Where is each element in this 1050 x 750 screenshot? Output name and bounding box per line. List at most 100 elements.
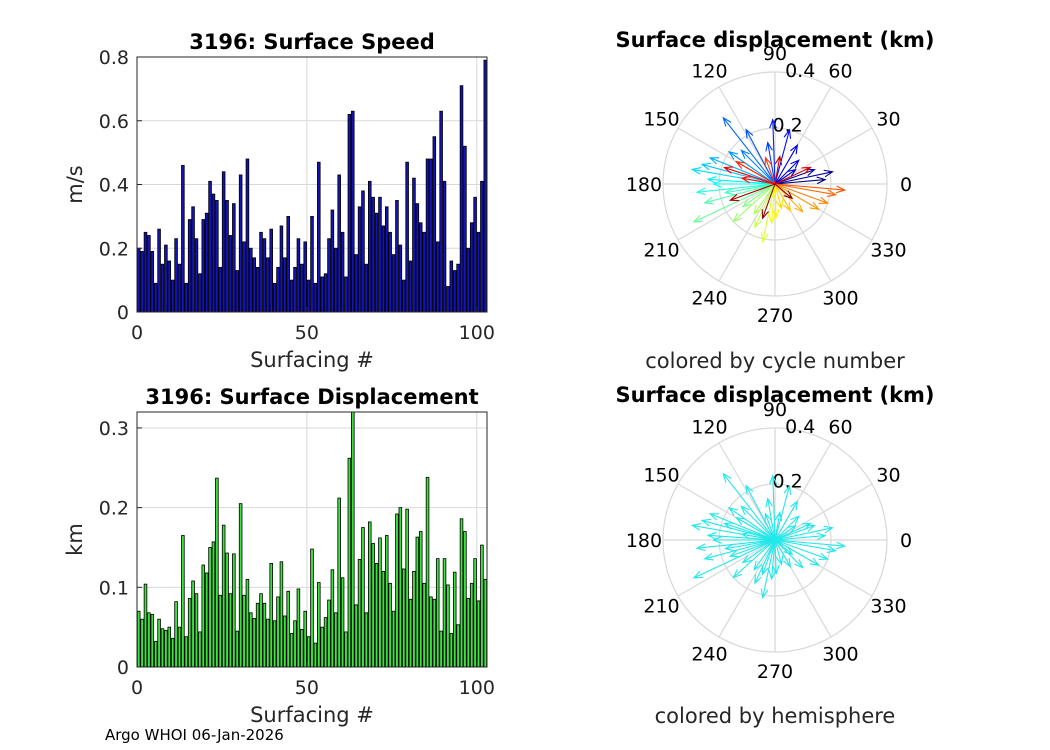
bar — [320, 626, 324, 668]
bar — [279, 561, 284, 668]
angle-label: 210 — [643, 596, 679, 618]
chart-title: Surface displacement (km) — [615, 28, 934, 52]
bar — [269, 228, 273, 313]
bar — [408, 598, 413, 668]
angular-gridline — [774, 483, 873, 541]
bar — [337, 497, 341, 668]
bar — [164, 244, 168, 313]
displacement-arrow — [706, 176, 776, 185]
bar — [480, 544, 484, 668]
bar — [463, 145, 467, 313]
bar — [211, 541, 216, 668]
bar — [262, 238, 267, 313]
bar — [463, 531, 467, 668]
displacement-arrow — [703, 183, 776, 205]
displacement-arrow — [740, 531, 776, 541]
displacement-arrow — [703, 539, 776, 561]
bar — [289, 279, 294, 313]
displacement-arrow — [741, 539, 776, 564]
bar — [429, 158, 433, 313]
bar — [313, 642, 318, 668]
displacement-arrow — [774, 159, 800, 185]
bar — [391, 254, 396, 313]
bar — [279, 225, 284, 313]
bar — [422, 231, 426, 313]
bar — [357, 559, 362, 668]
displacement-arrow — [774, 539, 830, 560]
x-tick-label: 100 — [459, 322, 495, 344]
y-axis-label: km — [63, 523, 87, 556]
bar — [429, 596, 433, 668]
displacement-arrow — [764, 156, 776, 185]
angle-label: 120 — [691, 417, 727, 439]
bar — [310, 548, 314, 668]
bar — [378, 196, 382, 313]
displacement-arrow — [764, 512, 776, 541]
displacement-arrow — [745, 484, 776, 541]
displacement-arrow — [774, 183, 784, 210]
polar-displacement-cycle-plot: 0 30 60 90 120 150 180 210 240 270 300 330 0.2 0.4 Sur… — [615, 28, 934, 373]
bar — [276, 596, 280, 668]
bar — [388, 582, 392, 668]
bar — [459, 518, 464, 668]
bar — [208, 547, 212, 668]
radius-tick-label: 0.2 — [772, 114, 802, 136]
displacement-arrow — [722, 472, 776, 541]
displacement-arrow — [774, 128, 792, 185]
bar — [398, 244, 403, 313]
bar — [272, 282, 277, 313]
chart-title: Surface displacement (km) — [615, 383, 934, 407]
bar — [483, 578, 488, 668]
displacement-arrow — [774, 539, 820, 566]
bar — [442, 558, 447, 668]
bar — [225, 552, 229, 668]
bar — [459, 85, 464, 313]
bar — [364, 612, 369, 668]
chart-caption: colored by cycle number — [645, 349, 905, 373]
bar — [160, 263, 165, 313]
bar — [147, 235, 151, 313]
bar — [160, 628, 165, 668]
displacement-arrow — [692, 539, 776, 579]
angle-label: 120 — [691, 61, 727, 83]
bar — [476, 231, 481, 313]
bar — [218, 594, 223, 668]
bar — [361, 190, 365, 313]
bar — [357, 206, 362, 313]
bar — [221, 524, 226, 668]
displacement-arrow — [774, 539, 794, 556]
bar — [432, 598, 437, 668]
bar — [215, 200, 219, 313]
bar — [344, 631, 348, 668]
bar — [208, 180, 212, 313]
bar — [473, 196, 477, 313]
bar — [300, 263, 304, 313]
bar — [143, 583, 148, 668]
bar — [327, 599, 331, 668]
bar — [425, 476, 430, 668]
displacement-arrow — [761, 539, 776, 576]
bar — [194, 238, 199, 313]
radius-tick-label: 0.4 — [785, 60, 815, 82]
bar — [469, 222, 474, 313]
bar — [170, 637, 175, 668]
bar — [174, 238, 178, 313]
bar — [368, 180, 372, 313]
y-tick-label: 0.4 — [99, 175, 129, 197]
y-tick-label: 0 — [117, 302, 129, 324]
displacement-arrow — [723, 183, 776, 196]
surface-speed-bar-chart: 0 0.2 0.4 0.6 0.8 0 50 100 3196: Surface Speed Su… — [63, 30, 495, 372]
displacement-arrow — [732, 539, 776, 579]
displacement-arrow — [774, 539, 792, 568]
bar — [398, 507, 403, 668]
bar — [378, 537, 382, 668]
displacement-arrow — [765, 141, 776, 185]
bar — [289, 633, 294, 668]
displacement-arrow — [774, 539, 847, 550]
bar — [425, 158, 430, 313]
displacement-arrow — [706, 532, 776, 541]
displacement-arrow — [774, 539, 838, 554]
bar — [242, 594, 246, 668]
bar — [330, 569, 335, 668]
bar — [140, 251, 144, 313]
